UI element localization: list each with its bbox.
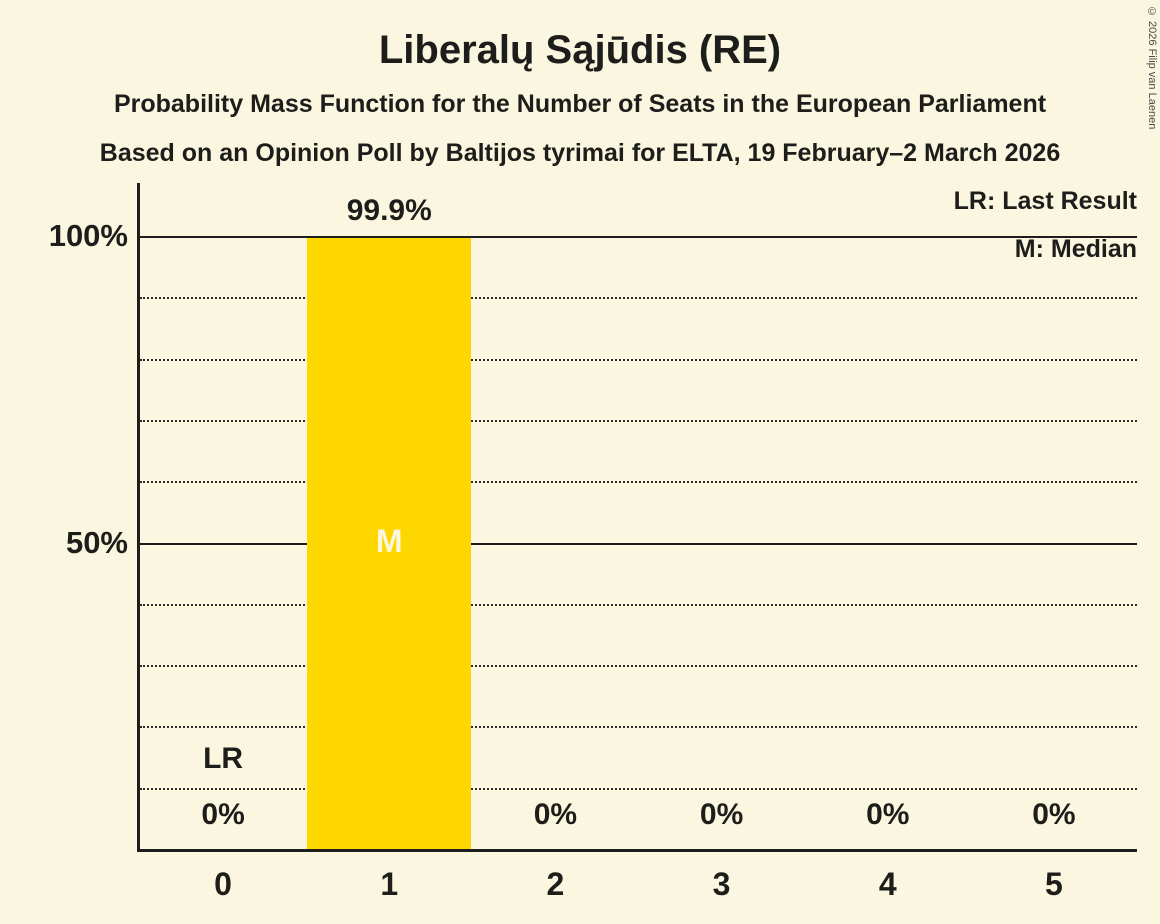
x-axis-label-0: 0 xyxy=(214,866,232,902)
copyright-notice: © 2026 Filip van Laenen xyxy=(1146,6,1158,130)
gridline-dotted-10 xyxy=(140,787,1137,790)
x-axis-label-1: 1 xyxy=(380,866,399,902)
legend-last-result: LR: Last Result xyxy=(953,187,1137,215)
gridline-dotted-90 xyxy=(140,297,1137,300)
gridline-dotted-70 xyxy=(140,419,1137,422)
last-result-marker: LR xyxy=(203,742,244,775)
x-axis-label-3: 3 xyxy=(712,866,731,902)
bar-seat-1 xyxy=(307,237,472,850)
chart-subtitle-poll: Based on an Opinion Poll by Baltijos tyr… xyxy=(99,139,1061,167)
x-axis-label-2: 2 xyxy=(546,866,565,902)
y-tick-label-100: 100% xyxy=(48,218,128,253)
value-label-seat-2: 0% xyxy=(533,798,578,831)
value-label-seat-0: 0% xyxy=(201,798,245,831)
value-label-seat-4: 0% xyxy=(866,798,910,831)
gridline-solid-50 xyxy=(140,542,1137,545)
x-axis-label-4: 4 xyxy=(878,866,897,902)
value-label-seat-3: 0% xyxy=(699,798,744,831)
gridline-dotted-60 xyxy=(140,481,1137,484)
chart-subtitle-pmf: Probability Mass Function for the Number… xyxy=(113,90,1047,118)
gridline-dotted-80 xyxy=(140,358,1137,361)
x-axis-line xyxy=(137,849,1137,852)
gridline-dotted-30 xyxy=(140,665,1137,668)
gridline-dotted-40 xyxy=(140,603,1137,606)
legend-median: M: Median xyxy=(1014,235,1137,263)
y-tick-label-50: 50% xyxy=(65,524,128,560)
median-marker: M xyxy=(375,522,403,559)
chart-title: Liberalų Sąjūdis (RE) xyxy=(378,28,782,72)
value-label-seat-5: 0% xyxy=(1032,798,1076,831)
value-label-seat-1: 99.9% xyxy=(346,193,432,227)
gridline-dotted-20 xyxy=(140,726,1137,729)
y-axis-line xyxy=(137,183,140,852)
gridline-solid-100 xyxy=(140,236,1137,238)
x-axis-label-5: 5 xyxy=(1045,866,1063,902)
